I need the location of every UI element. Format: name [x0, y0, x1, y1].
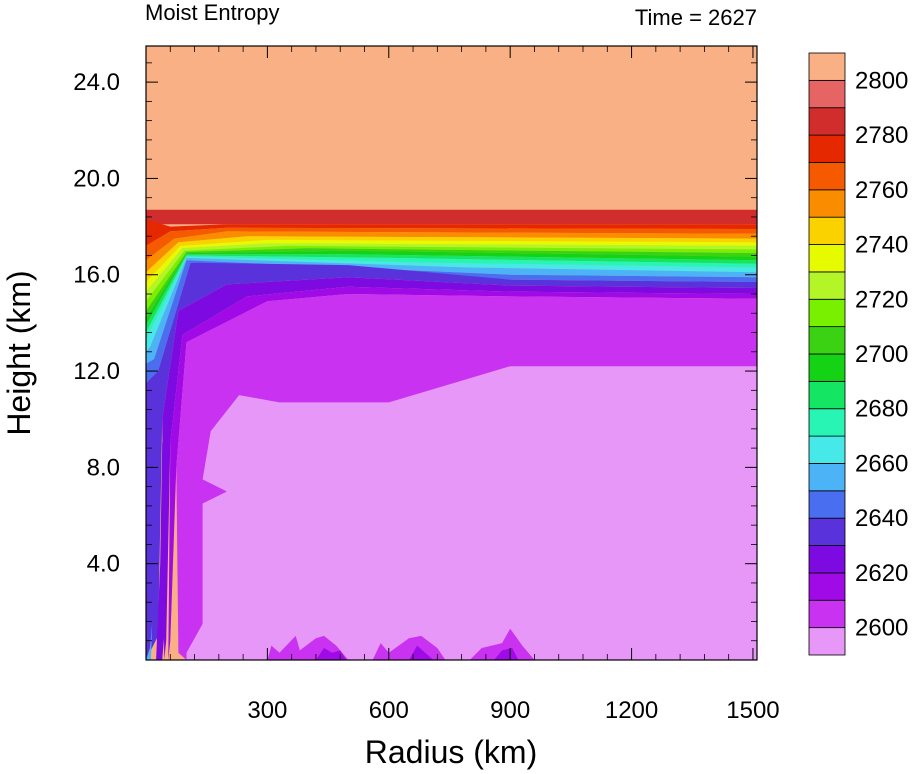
band-2760: [146, 231, 757, 273]
colorbar-label: 2740: [855, 232, 908, 259]
band-2690: [146, 254, 757, 333]
surface-cell-5: [409, 645, 434, 660]
plot-frame: [145, 45, 758, 661]
surface-cell-2: [372, 635, 446, 660]
colorbar-label: 2620: [855, 560, 908, 587]
colorbar-swatch: [808, 162, 846, 191]
y-axis: 4.0 8.0 12.0 16.0 20.0 24.0: [73, 62, 757, 642]
colorbar-label: 2700: [855, 341, 908, 368]
colorbar-label: 2680: [855, 396, 908, 423]
x-axis-label: Radius (km): [365, 734, 537, 770]
eye-core: [146, 623, 153, 660]
x-tick-label: 900: [490, 697, 530, 724]
band-2770: [146, 227, 757, 261]
band-2780: [146, 219, 757, 246]
y-tick-label: 4.0: [87, 551, 120, 578]
x-tick-label: 1200: [605, 697, 658, 724]
colorbar-swatch: [808, 134, 846, 163]
colorbar-swatch: [808, 599, 846, 629]
colorbar-swatch: [808, 627, 846, 656]
colorbar-swatch: [808, 435, 846, 464]
colorbar-swatch: [808, 545, 846, 574]
surface-cell-4: [315, 648, 347, 660]
contour-plot-area: [146, 46, 757, 660]
colorbar-swatch: [808, 572, 846, 601]
colorbar-label: 2600: [855, 615, 908, 642]
band-2750: [146, 236, 757, 282]
band-2700: [146, 250, 757, 326]
colorbar-label: 2780: [855, 122, 908, 149]
band-2600: [186, 366, 757, 660]
band-2730: [146, 243, 757, 302]
colorbar-label: 2640: [855, 505, 908, 532]
colorbar-swatch: [808, 490, 846, 519]
colorbar-swatch: [808, 271, 846, 300]
band-2790: [146, 209, 757, 225]
colorbar-swatch: [808, 216, 846, 245]
y-axis-label: Height (km): [1, 270, 37, 435]
colorbar-swatch: [808, 353, 846, 382]
band-2710: [146, 248, 757, 319]
colorbar: 2600 2620 2640 2660 2680 2700 2720 2740 2760 2780…: [808, 52, 908, 656]
x-tick-label: 300: [247, 697, 287, 724]
colorbar-label: 2760: [855, 177, 908, 204]
colorbar-swatch: [808, 517, 846, 546]
y-tick-label: 24.0: [73, 69, 120, 96]
surface-cell-6: [494, 648, 519, 660]
colorbar-swatch: [808, 244, 846, 273]
chart-title-left: Moist Entropy: [145, 0, 280, 25]
y-tick-label: 16.0: [73, 262, 120, 289]
colorbar-label: 2800: [855, 67, 908, 94]
x-tick-label: 600: [369, 697, 409, 724]
band-2740: [146, 239, 757, 292]
y-tick-label: 8.0: [87, 454, 120, 481]
x-tick-label: 1500: [726, 697, 779, 724]
colorbar-swatch: [808, 408, 846, 437]
colorbar-swatch: [808, 79, 846, 109]
colorbar-swatch: [808, 52, 846, 81]
colorbar-swatch: [808, 463, 846, 492]
y-tick-label: 12.0: [73, 358, 120, 385]
colorbar-swatch: [808, 380, 846, 410]
eyewall-column: [146, 419, 171, 660]
colorbar-swatch: [808, 189, 846, 218]
chart-title-right: Time = 2627: [635, 5, 757, 30]
band-2720: [146, 245, 757, 311]
colorbar-swatch: [808, 298, 846, 328]
colorbar-label: 2660: [855, 450, 908, 477]
y-tick-label: 20.0: [73, 165, 120, 192]
colorbar-label: 2720: [855, 286, 908, 313]
x-axis: 300 600 900 1200 1500: [169, 46, 780, 724]
band-2680: [146, 255, 757, 340]
colorbar-swatch: [808, 326, 846, 355]
surface-cell-3: [469, 628, 535, 660]
colorbar-swatch: [808, 107, 846, 136]
